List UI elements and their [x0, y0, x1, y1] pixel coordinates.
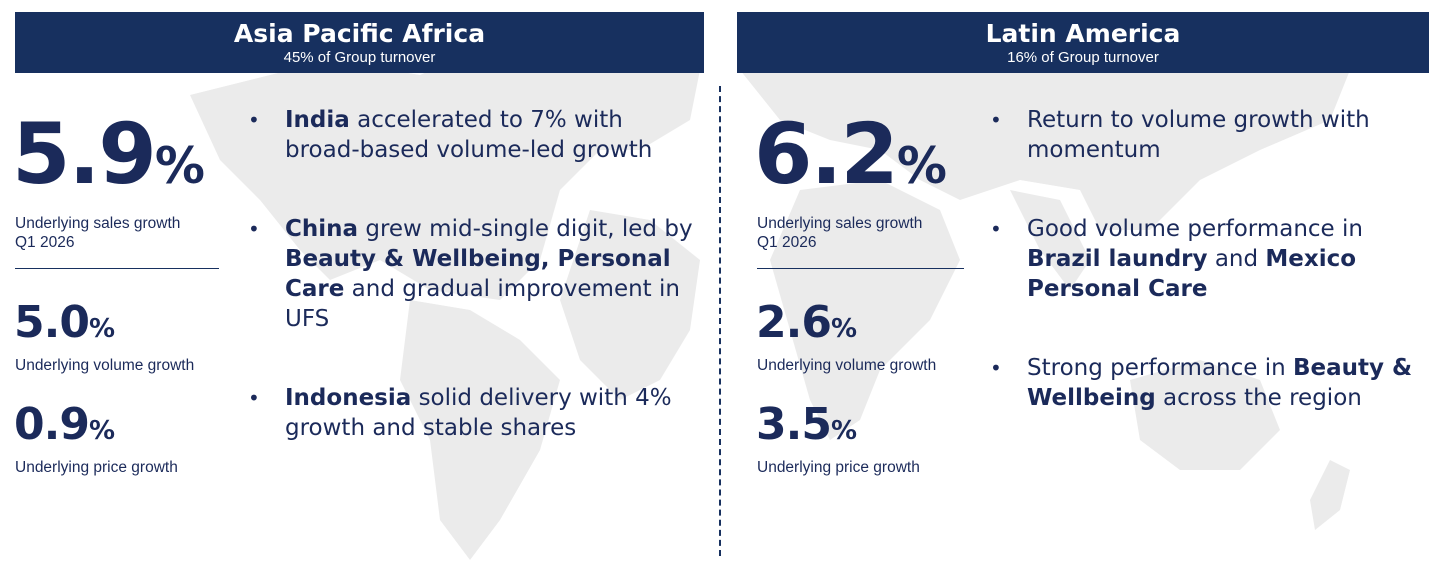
list-item: • Strong performance in Beauty & Wellbein… — [990, 355, 1413, 411]
stat-label: Underlying price growth — [757, 459, 920, 476]
stat-value: 5.9 — [12, 105, 157, 203]
divider-line — [15, 268, 219, 269]
price-stat: 3.5% — [756, 402, 857, 454]
headline-stat: 6.2% — [754, 112, 947, 206]
stat-label: Underlying volume growth — [15, 357, 195, 374]
bullet-icon: • — [990, 217, 1002, 241]
headline-stat: 5.9% — [12, 112, 205, 206]
bullet-icon: • — [990, 356, 1002, 380]
stat-unit: % — [830, 314, 858, 344]
list-item: • India accelerated to 7% with broad-base… — [248, 107, 653, 163]
divider-line — [757, 268, 964, 269]
bullet-icon: • — [248, 217, 260, 241]
region-title: Latin America — [985, 19, 1181, 48]
stat-unit: % — [88, 416, 116, 446]
stat-value: 5.0 — [14, 297, 90, 348]
list-item: • China grew mid-single digit, led by Bea… — [248, 216, 693, 332]
highlights-list: • Return to volume growth with momentum •… — [990, 105, 1420, 413]
stat-label: Underlying volume growth — [757, 357, 937, 374]
header-latin-america: Latin America 16% of Group turnover — [737, 12, 1429, 73]
price-stat: 0.9% — [14, 402, 115, 454]
list-item: • Good volume performance in Brazil laund… — [990, 216, 1363, 302]
stat-value: 6.2 — [754, 105, 899, 203]
stat-label: Underlying sales growth Q1 2026 — [757, 215, 923, 251]
stat-unit: % — [896, 137, 947, 195]
stat-value: 0.9 — [14, 399, 90, 450]
stat-value: 2.6 — [756, 297, 832, 348]
region-subtitle: 45% of Group turnover — [283, 49, 436, 66]
stat-unit: % — [830, 416, 858, 446]
header-asia-pacific-africa: Asia Pacific Africa 45% of Group turnove… — [15, 12, 704, 73]
region-title: Asia Pacific Africa — [233, 19, 486, 48]
highlights-list: • India accelerated to 7% with broad-base… — [248, 105, 698, 443]
list-item: • Return to volume growth with momentum — [990, 107, 1370, 163]
bullet-icon: • — [248, 108, 260, 132]
stat-unit: % — [154, 137, 205, 195]
bullet-icon: • — [248, 386, 260, 410]
volume-stat: 2.6% — [756, 300, 857, 352]
panel-divider — [719, 86, 721, 556]
bullet-icon: • — [990, 108, 1002, 132]
volume-stat: 5.0% — [14, 300, 115, 352]
stat-unit: % — [88, 314, 116, 344]
stat-label: Underlying price growth — [15, 459, 178, 476]
list-item: • Indonesia solid delivery with 4% growth… — [248, 385, 672, 441]
stat-label: Underlying sales growth Q1 2026 — [15, 215, 181, 251]
stat-value: 3.5 — [756, 399, 832, 450]
region-subtitle: 16% of Group turnover — [1007, 49, 1159, 66]
